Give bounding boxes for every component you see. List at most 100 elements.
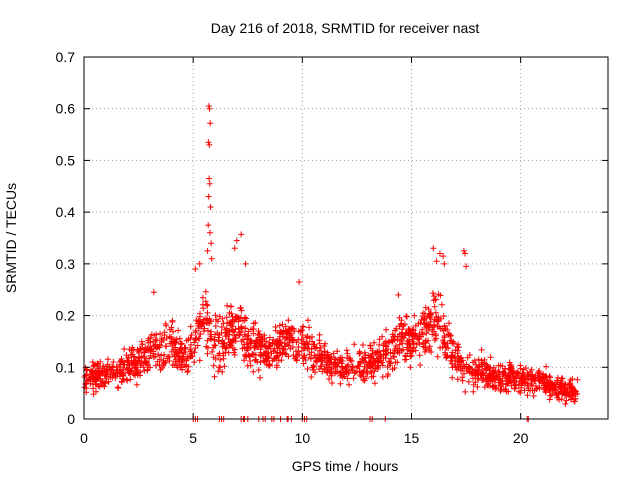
data-point	[529, 387, 536, 394]
data-point	[150, 354, 157, 361]
data-point	[365, 352, 372, 359]
data-point	[398, 337, 404, 344]
data-point	[449, 374, 456, 381]
data-point	[300, 345, 307, 352]
data-point	[193, 317, 200, 324]
data-point	[430, 245, 437, 252]
data-point	[170, 347, 177, 353]
data-point	[198, 323, 205, 330]
data-point	[337, 380, 344, 387]
data-point	[362, 351, 369, 358]
data-point	[446, 320, 452, 327]
data-point	[478, 346, 485, 353]
data-point	[444, 340, 451, 347]
data-point	[121, 346, 128, 352]
data-point	[151, 342, 158, 349]
x-tick-label: 10	[295, 430, 311, 446]
data-point	[513, 370, 520, 377]
data-point	[389, 366, 396, 373]
data-point	[94, 361, 101, 368]
data-point	[205, 103, 212, 110]
data-point	[396, 341, 403, 348]
data-point	[413, 341, 420, 348]
data-point	[214, 330, 221, 336]
data-point	[517, 362, 524, 369]
data-point	[206, 180, 213, 187]
data-point	[562, 400, 569, 407]
data-point	[123, 376, 130, 383]
data-point	[298, 327, 305, 334]
data-point	[400, 346, 407, 353]
data-point	[364, 365, 371, 371]
data-point	[447, 333, 454, 340]
data-point	[261, 358, 268, 365]
data-point	[367, 363, 374, 370]
data-point	[479, 377, 485, 384]
data-point	[391, 354, 398, 360]
data-point	[224, 302, 231, 309]
data-point	[307, 355, 314, 362]
data-point	[554, 390, 561, 397]
data-point	[518, 374, 525, 381]
data-point	[549, 382, 556, 389]
data-point	[150, 289, 157, 296]
data-point	[370, 355, 377, 362]
data-point	[273, 354, 280, 361]
data-point	[374, 362, 381, 369]
data-point	[574, 376, 581, 383]
data-point	[497, 362, 504, 369]
data-point	[330, 350, 337, 357]
data-point	[447, 357, 454, 364]
data-point	[237, 304, 244, 311]
data-point	[563, 389, 570, 395]
data-point	[207, 204, 214, 210]
data-point	[455, 361, 462, 368]
data-point	[266, 361, 273, 368]
data-point	[422, 340, 429, 346]
data-point	[416, 352, 423, 359]
data-point	[396, 323, 403, 330]
data-point	[569, 376, 576, 382]
data-point	[475, 356, 482, 363]
data-point	[273, 362, 280, 369]
data-point	[407, 353, 414, 360]
data-point	[288, 324, 295, 331]
data-point	[144, 367, 151, 374]
data-point	[231, 332, 238, 339]
data-point	[485, 382, 492, 389]
data-point	[321, 343, 328, 349]
data-point	[121, 361, 128, 368]
data-point	[491, 374, 498, 380]
data-point	[98, 369, 105, 376]
data-point	[312, 354, 319, 361]
data-point	[332, 370, 338, 377]
data-point	[160, 336, 167, 343]
data-point	[381, 340, 388, 347]
data-point	[247, 362, 254, 369]
data-point	[306, 351, 313, 358]
data-point	[247, 337, 254, 344]
data-point	[315, 354, 322, 361]
data-point	[459, 357, 466, 364]
data-point	[136, 345, 143, 352]
data-point	[536, 385, 543, 392]
data-point	[299, 323, 306, 330]
data-point	[459, 377, 466, 384]
data-point	[192, 327, 199, 334]
data-point	[316, 331, 323, 338]
data-point	[371, 339, 378, 346]
data-point	[346, 381, 352, 388]
data-point	[276, 322, 283, 329]
data-point	[245, 332, 252, 339]
data-point	[371, 380, 378, 387]
data-point	[508, 382, 515, 389]
data-point	[124, 358, 131, 365]
data-point	[356, 350, 363, 357]
data-point	[377, 352, 384, 358]
data-point	[309, 338, 315, 345]
data-point	[316, 356, 323, 363]
data-point	[204, 302, 211, 309]
data-point	[238, 323, 245, 330]
data-point	[324, 359, 331, 366]
data-point	[379, 374, 386, 380]
